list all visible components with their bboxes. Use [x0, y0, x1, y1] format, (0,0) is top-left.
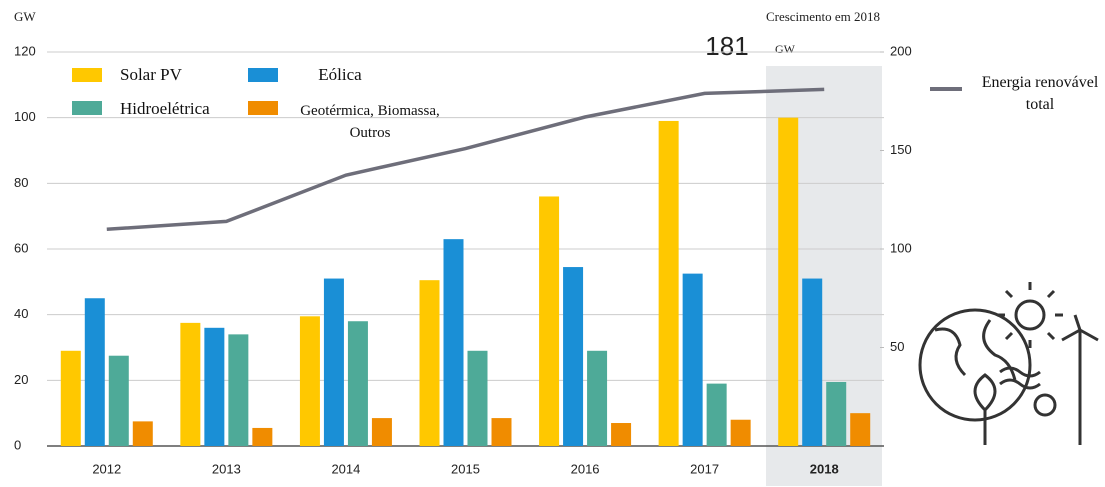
bar — [491, 418, 512, 446]
bar — [706, 383, 727, 446]
bar — [443, 239, 464, 446]
bar — [563, 267, 584, 446]
y2-tick-label: 100 — [890, 240, 912, 255]
legend-swatch — [72, 68, 102, 82]
y-tick-label: 120 — [14, 43, 36, 58]
annotation-unit: GW — [775, 42, 796, 56]
x-tick-label: 2018 — [810, 461, 839, 476]
bar — [347, 321, 368, 446]
y2-tick-label: 50 — [890, 339, 904, 354]
x-tick-label: 2015 — [451, 461, 480, 476]
bar — [419, 280, 440, 446]
x-tick-label: 2017 — [690, 461, 719, 476]
bar — [587, 350, 608, 446]
bar — [371, 418, 392, 446]
legend-label: Energia renovável total — [981, 74, 1099, 113]
annotation-value: 181 — [705, 31, 748, 61]
bar — [132, 421, 153, 446]
bar — [778, 117, 799, 447]
legend-label: Geotérmica, Biomassa, Outros — [300, 103, 440, 141]
x-tick-label: 2016 — [571, 461, 600, 476]
bar — [826, 381, 847, 446]
y-unit: GW — [14, 9, 36, 24]
bar — [323, 278, 344, 446]
y-tick-label: 20 — [14, 372, 28, 387]
bar — [180, 322, 201, 446]
y-tick-label: 100 — [14, 109, 36, 124]
bar — [730, 419, 751, 446]
eco-icon — [918, 282, 1099, 445]
legend-label: Eólica — [318, 65, 362, 84]
y-tick-label: 40 — [14, 306, 28, 321]
bar — [108, 355, 129, 446]
legend-label: Solar PV — [120, 65, 182, 84]
y2-tick-label: 150 — [890, 142, 912, 157]
bar — [682, 273, 703, 446]
x-tick-label: 2012 — [92, 461, 121, 476]
y-tick-label: 80 — [14, 175, 28, 190]
bar — [60, 350, 81, 446]
bar — [467, 350, 488, 446]
bar — [850, 413, 871, 446]
line — [106, 87, 825, 232]
bar — [539, 196, 560, 446]
x-tick-label: 2013 — [212, 461, 241, 476]
bar — [299, 316, 320, 446]
x-tick-label: 2014 — [331, 461, 360, 476]
y-tick-label: 0 — [14, 437, 21, 452]
bar — [228, 334, 249, 446]
legend-swatch — [248, 101, 278, 115]
chart-title: Crescimento em 2018 — [766, 9, 880, 24]
bar — [252, 427, 273, 446]
bar — [84, 298, 105, 446]
legend-swatch — [72, 101, 102, 115]
bar — [204, 327, 225, 446]
bar — [802, 278, 823, 446]
y2-tick-label: 200 — [890, 43, 912, 58]
bar — [658, 120, 679, 446]
legend-swatch — [248, 68, 278, 82]
legend-label: Hidroelétrica — [120, 99, 210, 118]
y-tick-label: 60 — [14, 240, 28, 255]
bar — [611, 423, 632, 446]
